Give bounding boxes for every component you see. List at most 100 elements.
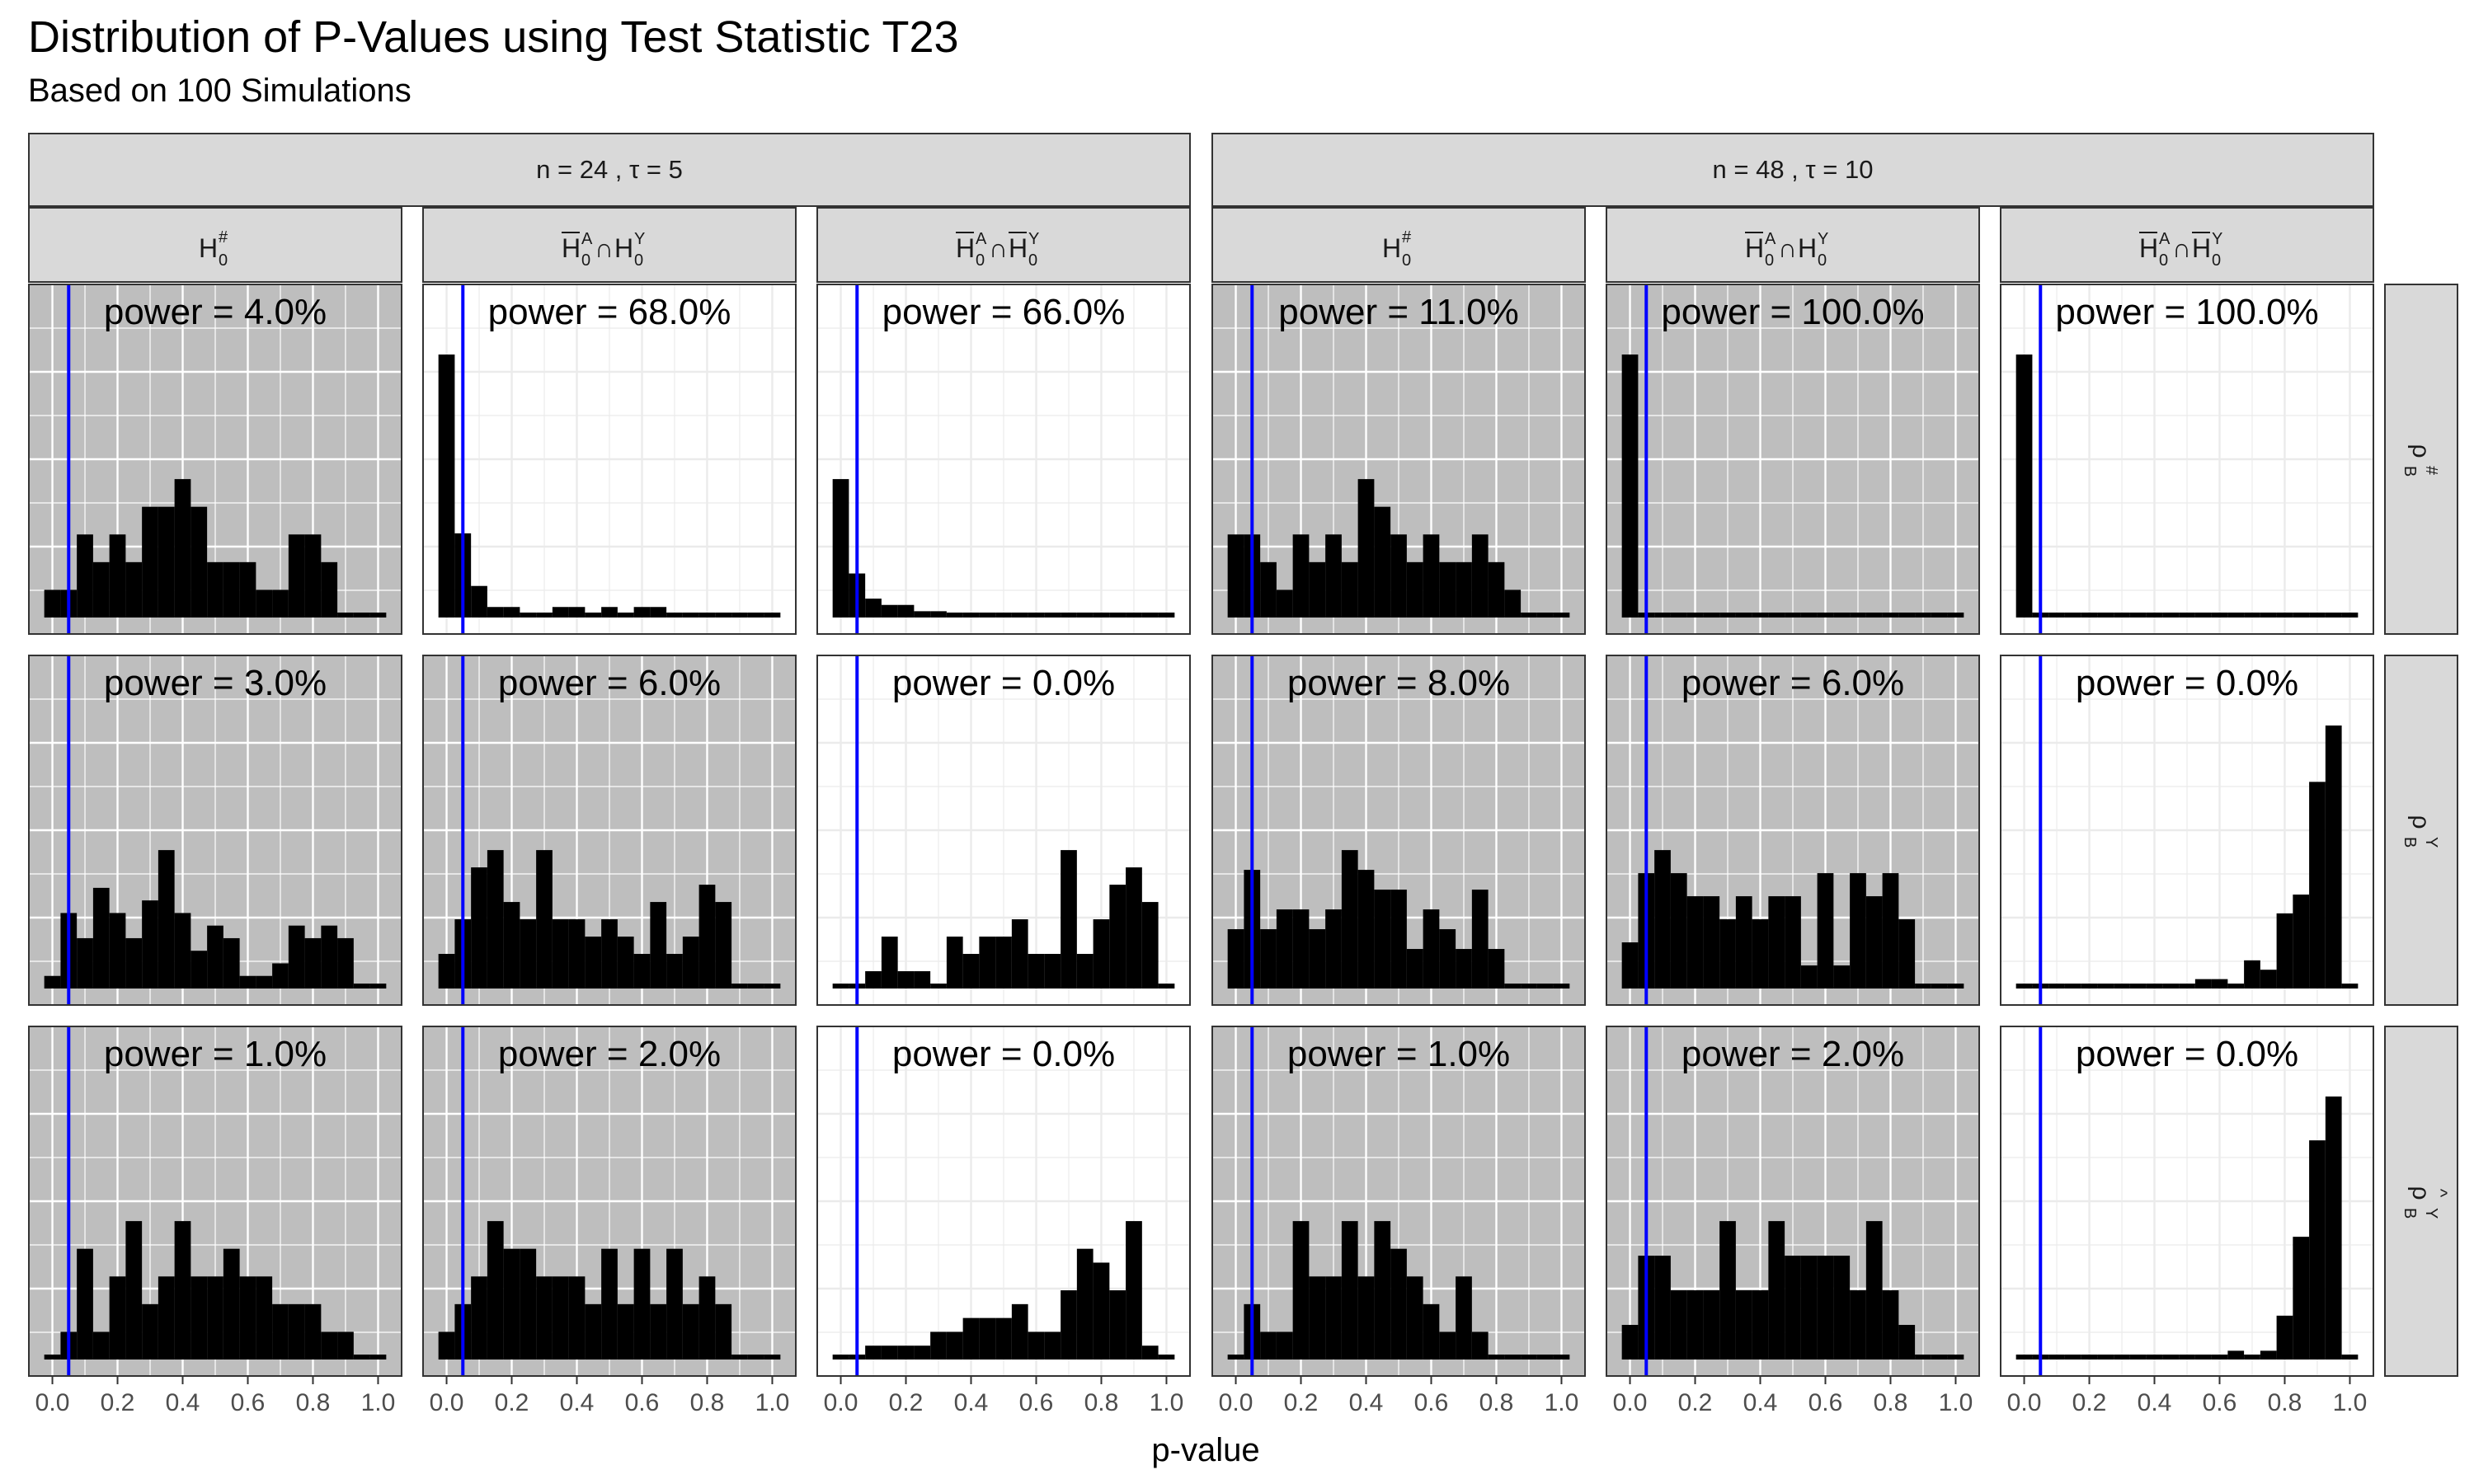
panel-border [2000, 284, 2374, 635]
histogram-bar [1357, 479, 1375, 618]
histogram-bar [1011, 1303, 1028, 1360]
histogram-bar [650, 607, 667, 618]
x-tick-label: 1.0 [1545, 1389, 1579, 1416]
histogram-bar [125, 561, 143, 618]
chart-title: Distribution of P-Values using Test Stat… [28, 12, 959, 62]
histogram-bar [1931, 613, 1948, 618]
histogram-bar [2244, 613, 2260, 618]
histogram-bar [536, 1276, 553, 1360]
histogram-bar [2129, 613, 2147, 618]
histogram-bar [142, 1303, 158, 1360]
histogram-bar [881, 604, 898, 618]
histogram-bar [1670, 873, 1687, 989]
histogram-bar [2129, 1355, 2147, 1360]
histogram-bar [1341, 561, 1358, 618]
histogram-bar [1915, 1355, 1931, 1360]
histogram-bar [914, 971, 931, 989]
histogram-bar [1260, 929, 1277, 989]
histogram-bar [256, 975, 273, 989]
histogram-bar [1850, 873, 1866, 989]
column-header-label: H 0 # [1382, 228, 1412, 270]
histogram-bar [1785, 896, 1801, 989]
histogram-bar [2260, 970, 2277, 989]
histogram-bar [223, 561, 240, 618]
histogram-bar [552, 1276, 569, 1360]
histogram-bar [503, 607, 520, 618]
x-tick-label: 0.2 [101, 1389, 135, 1416]
histogram-bar [1292, 534, 1310, 618]
histogram-bar [239, 561, 256, 618]
panel-border [28, 284, 402, 635]
histogram-bar [158, 850, 175, 989]
panel-border [816, 284, 1191, 635]
panel: power = 0.0% [2000, 1026, 2374, 1377]
x-tick-label: 0.6 [1019, 1389, 1054, 1416]
x-tick-label: 0.2 [495, 1389, 529, 1416]
power-label: power = 0.0% [892, 1034, 1115, 1074]
histogram-bar [764, 613, 781, 618]
histogram-bar [601, 1248, 618, 1360]
histogram-bar [239, 975, 256, 989]
histogram-bar [92, 887, 110, 989]
histogram-bar [109, 913, 126, 989]
column-header-label: H 0A ∩ H 0Y [956, 230, 1039, 270]
row-header-label: ρB Y ^ [2401, 1186, 2451, 1219]
label-part: 0 [634, 251, 643, 270]
histogram-bar [1504, 984, 1522, 989]
histogram-bar [962, 954, 980, 989]
panel: power = 0.0% [2000, 655, 2374, 1006]
panel: power = 0.0% [816, 1026, 1191, 1377]
histogram-bar [832, 479, 849, 618]
histogram-bar [568, 919, 586, 989]
panel: power = 1.0% [28, 1026, 402, 1377]
histogram-bar [2081, 613, 2098, 618]
power-label: power = 0.0% [892, 663, 1115, 703]
histogram-bar [1703, 613, 1720, 618]
panel: power = 11.0% [1211, 284, 1586, 635]
label-part: ∩ [2172, 233, 2191, 263]
histogram-bar [1536, 984, 1554, 989]
row-label-sub: B [2401, 1208, 2419, 1219]
label-part: A [976, 230, 987, 248]
histogram-bar [698, 1276, 716, 1360]
histogram-bar [1292, 1221, 1310, 1360]
column-header-label: H 0A ∩ H 0Y [562, 230, 645, 270]
histogram-bar [2341, 613, 2359, 618]
panel-border [1606, 284, 1980, 635]
histogram-bar [288, 925, 305, 989]
histogram-bar [1044, 1331, 1061, 1360]
histogram-bar [2309, 782, 2326, 989]
histogram-bar [585, 613, 602, 618]
histogram-bar [1768, 613, 1785, 618]
x-tick-label: 0.4 [2138, 1389, 2172, 1416]
histogram-bar [1898, 613, 1916, 618]
histogram-bar [158, 1276, 175, 1360]
histogram-bar [223, 937, 240, 989]
panel-border [2000, 1026, 2374, 1377]
histogram-bar [881, 1345, 898, 1360]
histogram-bar [1800, 965, 1818, 989]
panel: power = 100.0% [1606, 284, 1980, 635]
histogram-bar [1076, 954, 1094, 989]
x-tick-label: 0.6 [625, 1389, 660, 1416]
histogram-bar [633, 1248, 651, 1360]
histogram-bar [2097, 1355, 2114, 1360]
histogram-bar [995, 1317, 1012, 1360]
histogram-bar [1061, 613, 1077, 618]
histogram-bar [2211, 1355, 2228, 1360]
histogram-bar [1521, 613, 1537, 618]
histogram-bar [2227, 1350, 2245, 1360]
histogram-bar [1915, 984, 1931, 989]
panel: power = 4.0% [28, 284, 402, 635]
label-part: A [581, 230, 593, 248]
histogram-bar [979, 937, 996, 989]
label-part: 0 [1402, 251, 1411, 270]
power-label: power = 0.0% [2076, 663, 2298, 703]
histogram-bar [930, 611, 947, 618]
histogram-bar [995, 937, 1012, 989]
histogram-bar [1158, 984, 1175, 989]
histogram-bar [1357, 870, 1375, 989]
histogram-bar [1553, 984, 1570, 989]
histogram-bar [438, 954, 455, 989]
histogram-bar [239, 1276, 256, 1360]
